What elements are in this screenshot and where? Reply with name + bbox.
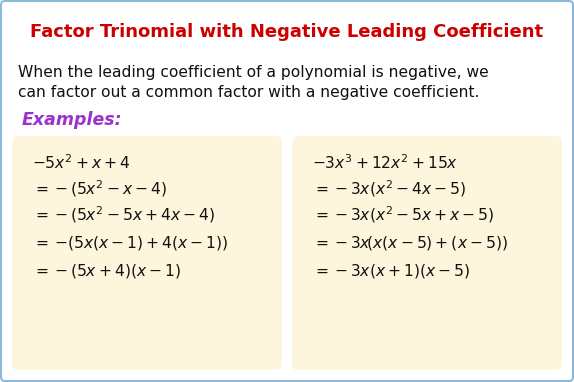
Text: can factor out a common factor with a negative coefficient.: can factor out a common factor with a ne…: [18, 84, 479, 99]
Text: $=-(5x+4)(x-1)$: $=-(5x+4)(x-1)$: [32, 262, 181, 280]
Text: $=-3x(x+1)(x-5)$: $=-3x(x+1)(x-5)$: [312, 262, 470, 280]
Text: Factor Trinomial with Negative Leading Coefficient: Factor Trinomial with Negative Leading C…: [30, 23, 544, 41]
FancyBboxPatch shape: [292, 136, 562, 370]
Text: $-5x^2+x+4$: $-5x^2+x+4$: [32, 154, 130, 172]
Text: $=-(5x^2-x-4)$: $=-(5x^2-x-4)$: [32, 179, 167, 199]
Text: Examples:: Examples:: [22, 111, 123, 129]
Text: $=-\!(5x(x-1)+4(x-1))$: $=-\!(5x(x-1)+4(x-1))$: [32, 234, 228, 252]
Text: $=-3x(x^2-4x-5)$: $=-3x(x^2-4x-5)$: [312, 179, 466, 199]
Text: $=-3x\!(x(x-5)+(x-5))$: $=-3x\!(x(x-5)+(x-5))$: [312, 234, 508, 252]
Text: $-3x^3+12x^2+15x$: $-3x^3+12x^2+15x$: [312, 154, 458, 172]
Text: $=-(5x^2-5x+4x-4)$: $=-(5x^2-5x+4x-4)$: [32, 205, 215, 225]
FancyBboxPatch shape: [12, 136, 282, 370]
Text: When the leading coefficient of a polynomial is negative, we: When the leading coefficient of a polyno…: [18, 65, 488, 79]
Text: $=-3x(x^2-5x+x-5)$: $=-3x(x^2-5x+x-5)$: [312, 205, 494, 225]
